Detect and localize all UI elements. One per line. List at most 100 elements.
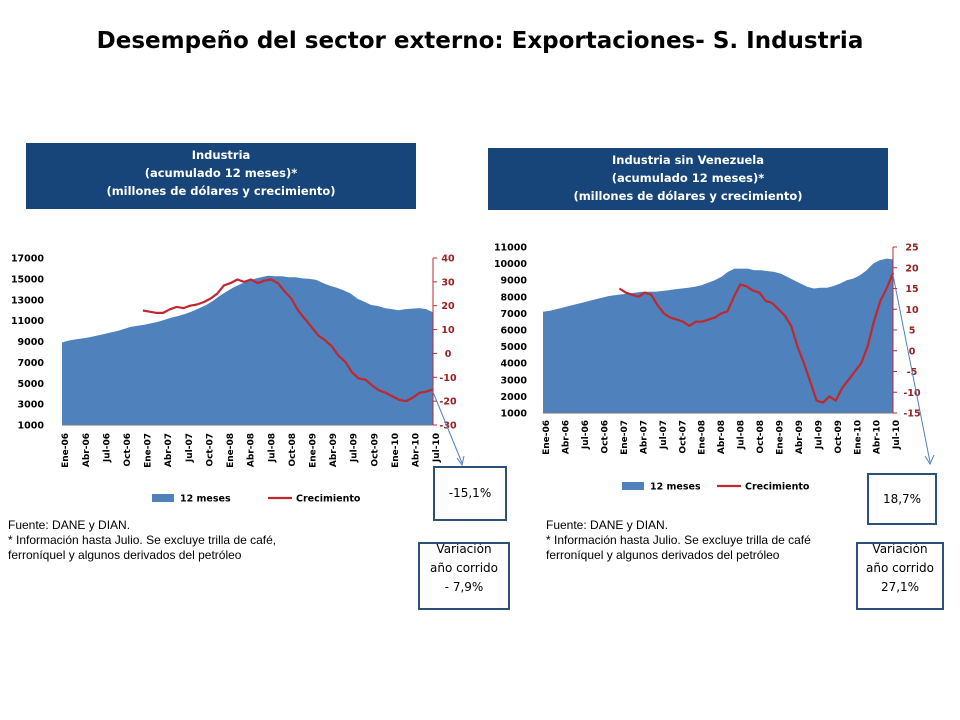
source-note-industria: Fuente: DANE y DIAN. * Información hasta… [8, 518, 276, 563]
ytd-variation-text: Variación año corrido 27,1% [866, 542, 935, 594]
x-tick-label: Jul-09 [814, 420, 824, 450]
header-line: Industria sin Venezuela [611, 153, 765, 167]
y-left-tick-label: 4000 [501, 359, 528, 370]
x-tick-label: Abr-06 [562, 420, 572, 454]
x-tick-label: Abr-07 [164, 433, 174, 467]
y-left-tick-label: 2000 [501, 392, 528, 403]
x-tick-label: Abr-07 [639, 420, 649, 454]
x-tick-label: Ene-10 [853, 420, 863, 455]
header-line: Industria [191, 148, 251, 162]
legend-swatch-area [152, 494, 174, 502]
y-right-tick-label: -10 [903, 388, 921, 399]
source-note-sin-venezuela: Fuente: DANE y DIAN. * Información hasta… [546, 518, 811, 563]
chart-header-industria: Industria (acumulado 12 meses)* (millone… [26, 143, 416, 209]
y-right-tick-label: -10 [439, 373, 457, 384]
legend-label: 12 meses [650, 482, 701, 493]
ytd-variation-box-sin-venezuela: Variación año corrido 27,1% [856, 542, 944, 610]
x-tick-label: Abr-10 [412, 433, 422, 467]
x-tick-label: Abr-09 [795, 420, 805, 454]
line-series-crecimiento [618, 272, 895, 404]
source-line: ferroníquel y algunos derivados del petr… [8, 548, 242, 562]
header-line: (millones de dólares y crecimiento) [573, 189, 803, 203]
y-left-tick-label: 13000 [11, 295, 44, 306]
y-right-tick-label: 5 [909, 326, 916, 337]
x-tick-label: Oct-09 [834, 420, 844, 454]
y-left-tick-label: 7000 [18, 358, 45, 369]
x-tick-label: Ene-09 [775, 420, 785, 455]
x-tick-label: Abr-08 [717, 420, 727, 454]
y-right-tick-label: 20 [441, 301, 455, 312]
arrow-connector [892, 274, 931, 463]
x-tick-label: Jul-08 [737, 420, 747, 450]
x-tick-label: Ene-09 [308, 433, 318, 468]
chart-1: 1000 3000 5000 7000 9000 11000 13000 15000 17000… [11, 254, 457, 505]
y-right-tick-label: 20 [905, 263, 919, 274]
y-left-tick-label: 3000 [501, 375, 528, 386]
x-tick-label: Ene-10 [391, 433, 401, 468]
source-line: ferroníquel y algunos derivados del petr… [546, 548, 780, 562]
y-right-tick-label: 10 [441, 325, 455, 336]
x-tick-label: Ene-08 [698, 420, 708, 455]
y-right-tick-label: 30 [441, 277, 455, 288]
y-right-tick-label: 0 [909, 346, 916, 357]
x-tick-label: Oct-08 [756, 420, 766, 454]
x-tick-label: Oct-07 [205, 433, 215, 467]
y-right-tick-label: 40 [441, 254, 455, 265]
y-left-tick-label: 1000 [501, 409, 528, 420]
y-left-tick-label: 5000 [501, 342, 528, 353]
line-series-crecimiento [142, 278, 434, 403]
y-left-tick-label: 15000 [11, 274, 44, 285]
x-tick-label: Jul-10 [432, 433, 442, 463]
variation-value: -15,1% [448, 486, 492, 500]
y-right-tick-label: -30 [439, 421, 457, 432]
chart-2: 1000 2000 3000 4000 5000 6000 7000 8000 9000 1000… [494, 243, 921, 493]
variation-value: 18,7% [882, 492, 922, 506]
ytd-variation-box-industria: Variación año corrido - 7,9% [418, 542, 510, 610]
source-line: * Información hasta Julio. Se excluye tr… [546, 533, 811, 547]
legend-label: 12 meses [180, 494, 231, 505]
y-left-tick-label: 17000 [11, 254, 44, 265]
y-right-tick-label: 10 [905, 305, 919, 316]
header-line: (millones de dólares y crecimiento) [106, 184, 336, 198]
arrow-connector [432, 391, 463, 464]
x-tick-label: Oct-07 [678, 420, 688, 454]
y-left-tick-label: 11000 [494, 243, 527, 254]
x-tick-label: Ene-06 [61, 433, 71, 468]
legend-swatch-area [622, 482, 644, 490]
y-left-tick-label: 7000 [501, 309, 528, 320]
x-tick-label: Oct-09 [370, 433, 380, 467]
x-tick-label: Jul-06 [102, 433, 112, 463]
area-series-12-meses [543, 258, 893, 413]
page-title: Desempeño del sector externo: Exportacio… [96, 28, 864, 54]
variation-box-sin-venezuela: 18,7% [867, 473, 937, 525]
y-left-tick-label: 9000 [501, 276, 528, 287]
x-tick-label: Ene-08 [226, 433, 236, 468]
y-left-tick-label: 11000 [11, 316, 44, 327]
variation-box-industria: -15,1% [433, 466, 507, 521]
y-left-tick-label: 9000 [18, 337, 45, 348]
x-tick-label: Jul-07 [659, 420, 669, 450]
chart-header-industria-sin-venezuela: Industria sin Venezuela (acumulado 12 me… [488, 148, 888, 210]
y-left-tick-label: 5000 [18, 379, 45, 390]
y-left-tick-label: 3000 [18, 400, 45, 411]
y-left-tick-label: 8000 [501, 292, 528, 303]
source-line: * Información hasta Julio. Se excluye tr… [8, 533, 277, 547]
area-series-12-meses [62, 275, 433, 425]
x-tick-label: Jul-10 [892, 420, 902, 450]
y-left-tick-label: 10000 [494, 259, 527, 270]
x-tick-label: Oct-06 [600, 420, 610, 454]
legend-label: Crecimiento [296, 494, 361, 505]
x-tick-label: Ene-07 [620, 420, 630, 455]
source-line: Fuente: DANE y DIAN. [8, 518, 131, 532]
x-tick-label: Ene-07 [144, 433, 154, 468]
y-right-tick-label: 15 [905, 284, 918, 295]
x-tick-label: Abr-09 [329, 433, 339, 467]
y-right-tick-label: -15 [903, 409, 920, 420]
y-left-tick-label: 6000 [501, 326, 528, 337]
x-tick-label: Abr-08 [247, 433, 257, 467]
y-right-tick-label: 25 [905, 243, 918, 254]
source-line: Fuente: DANE y DIAN. [546, 518, 669, 532]
header-line: (acumulado 12 meses)* [144, 166, 298, 180]
y-right-tick-label: 0 [445, 349, 452, 360]
